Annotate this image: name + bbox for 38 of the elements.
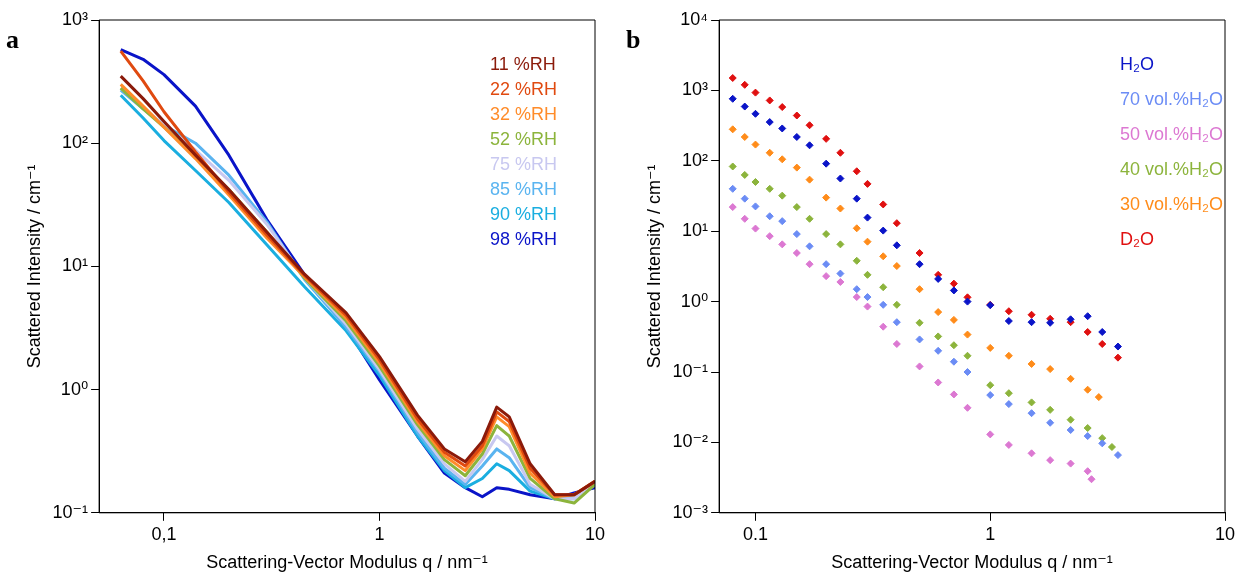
y-tick-label: 10³ [62,8,89,29]
x-tick-label: 10 [1214,523,1236,544]
y-tick-label: 10³ [682,79,709,100]
chart-title: b [626,25,641,54]
x-tick-label: 0,1 [151,523,177,544]
y-tick-label: 10⁻¹ [672,360,709,381]
x-tick-label: 10 [584,523,606,544]
y-tick-label: 10² [682,149,709,170]
y-axis-title: Scattered Intensity / cm⁻¹ [23,164,44,369]
x-tick-label: 1 [374,523,385,544]
y-tick-label: 10⁰ [680,290,709,311]
text: 30 vol.%H₂O [1120,193,1224,214]
text: 32 %RH [490,103,558,124]
y-tick-label: 10⁴ [680,8,709,29]
x-tick-label: 0.1 [742,523,768,544]
text: 85 %RH [490,178,558,199]
y-tick-label: 10¹ [682,220,709,241]
y-tick-label: 10¹ [62,255,89,276]
y-tick-label: 10⁻² [672,431,709,452]
y-tick-label: 10² [62,132,89,153]
y-tick-label: 10⁻³ [672,501,709,522]
text: 98 %RH [490,228,558,249]
x-axis-title: Scattering-Vector Modulus q / nm⁻¹ [206,552,488,573]
chart-title: a [6,25,19,54]
text: 90 %RH [490,203,558,224]
text: 70 vol.%H₂O [1120,88,1224,109]
text: 50 vol.%H₂O [1120,123,1224,144]
text: 22 %RH [490,78,558,99]
y-axis-title: Scattered Intensity / cm⁻¹ [643,164,664,369]
y-tick-label: 10⁻¹ [52,501,89,522]
x-tick-label: 1 [985,523,996,544]
text: 52 %RH [490,128,558,149]
text: 40 vol.%H₂O [1120,158,1224,179]
text: D₂O [1120,228,1154,249]
text: 11 %RH [490,53,556,74]
y-tick-label: 10⁰ [60,378,89,399]
text: H₂O [1120,53,1154,74]
x-axis-title: Scattering-Vector Modulus q / nm⁻¹ [831,552,1113,573]
